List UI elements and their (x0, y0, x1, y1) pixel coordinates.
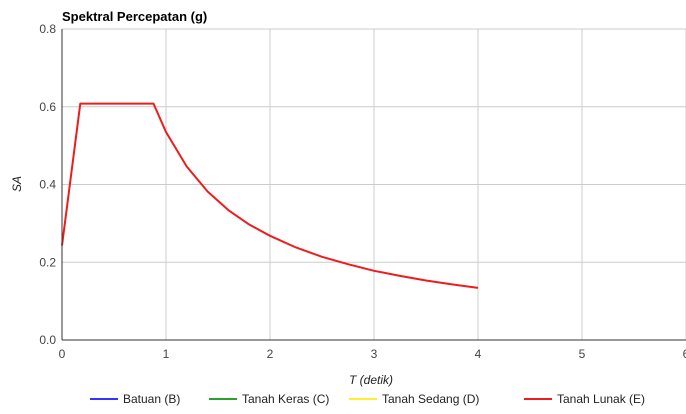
x-tick-label: 2 (267, 347, 274, 361)
x-tick-label: 3 (371, 347, 378, 361)
y-tick-label: 0.4 (39, 178, 56, 192)
x-tick-label: 0 (59, 347, 66, 361)
legend-label: Batuan (B) (123, 392, 180, 406)
legend-label: Tanah Keras (C) (242, 392, 329, 406)
legend-label: Tanah Lunak (E) (557, 392, 645, 406)
legend-label: Tanah Sedang (D) (382, 392, 479, 406)
y-tick-label: 0.6 (39, 100, 56, 114)
x-axis-label: T (detik) (349, 373, 393, 387)
series-line (61, 102, 479, 289)
y-tick-label: 0.2 (39, 255, 56, 269)
x-tick-label: 1 (163, 347, 170, 361)
grid (62, 28, 686, 340)
series-layer (61, 102, 479, 289)
y-axis-label: SA (10, 176, 24, 192)
x-tick-label: 5 (579, 347, 586, 361)
x-tick-label: 6 (683, 347, 686, 361)
y-tick-label: 0.0 (39, 333, 56, 347)
legend: Batuan (B) Tanah Keras (C) Tanah Sedang (D… (90, 392, 645, 406)
y-tick-label: 0.8 (39, 22, 56, 36)
axes: 0 1 2 3 4 5 6 0.0 0.2 0.4 0.6 0.8 (39, 22, 686, 361)
chart-title: Spektral Percepatan (g) (62, 9, 207, 24)
x-tick-label: 4 (475, 347, 482, 361)
